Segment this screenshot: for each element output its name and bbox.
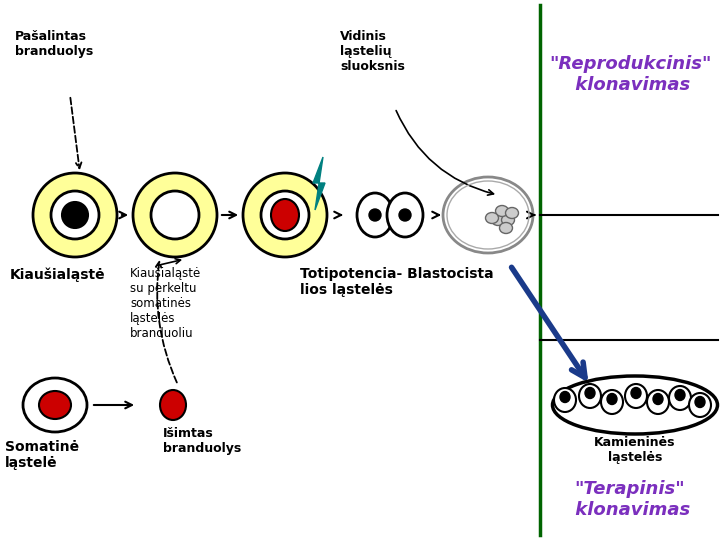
Ellipse shape	[271, 199, 299, 231]
Ellipse shape	[151, 191, 199, 239]
Ellipse shape	[689, 393, 711, 417]
Ellipse shape	[675, 389, 685, 401]
Ellipse shape	[607, 394, 617, 404]
Text: Kamieninės
ląstelės: Kamieninės ląstelės	[594, 436, 676, 464]
Text: "Reprodukcinis"
 klonavimas: "Reprodukcinis" klonavimas	[549, 55, 711, 94]
Ellipse shape	[492, 214, 505, 226]
Ellipse shape	[625, 384, 647, 408]
Ellipse shape	[243, 173, 327, 257]
Ellipse shape	[585, 388, 595, 399]
Ellipse shape	[485, 213, 498, 224]
Ellipse shape	[560, 392, 570, 402]
Ellipse shape	[647, 390, 669, 414]
Text: Kiaušialąstė
su perkeltu
somatinės
ląstelės
branduoliu: Kiaušialąstė su perkeltu somatinės ląste…	[130, 267, 202, 340]
Ellipse shape	[502, 214, 515, 226]
Ellipse shape	[653, 394, 663, 404]
Ellipse shape	[357, 193, 393, 237]
Ellipse shape	[51, 191, 99, 239]
Ellipse shape	[495, 206, 508, 217]
Ellipse shape	[552, 376, 718, 434]
Ellipse shape	[369, 209, 381, 221]
Ellipse shape	[443, 177, 533, 253]
Ellipse shape	[39, 391, 71, 419]
Ellipse shape	[554, 388, 576, 412]
Ellipse shape	[23, 378, 87, 432]
Ellipse shape	[631, 388, 641, 399]
Text: Vidinis
ląstelių
sluoksnis: Vidinis ląstelių sluoksnis	[340, 30, 405, 73]
Polygon shape	[313, 157, 325, 210]
Ellipse shape	[579, 384, 601, 408]
Ellipse shape	[33, 173, 117, 257]
Ellipse shape	[695, 396, 705, 408]
Ellipse shape	[601, 390, 623, 414]
Ellipse shape	[399, 209, 411, 221]
Text: Pašalintas
branduolys: Pašalintas branduolys	[15, 30, 94, 58]
Ellipse shape	[669, 386, 691, 410]
Ellipse shape	[62, 202, 88, 228]
Text: Išimtas
branduolys: Išimtas branduolys	[163, 427, 241, 455]
Ellipse shape	[500, 222, 513, 233]
Ellipse shape	[505, 207, 518, 219]
Ellipse shape	[133, 173, 217, 257]
Text: "Terapinis"
 klonavimas: "Terapinis" klonavimas	[570, 480, 690, 519]
Ellipse shape	[261, 191, 309, 239]
Ellipse shape	[387, 193, 423, 237]
Text: Totipotencia- Blastocista
lios ląstelės: Totipotencia- Blastocista lios ląstelės	[300, 267, 494, 297]
Text: Somatinė
ląstelė: Somatinė ląstelė	[5, 440, 79, 470]
Ellipse shape	[160, 390, 186, 420]
Text: Kiaušialąstė: Kiaušialąstė	[10, 267, 106, 281]
